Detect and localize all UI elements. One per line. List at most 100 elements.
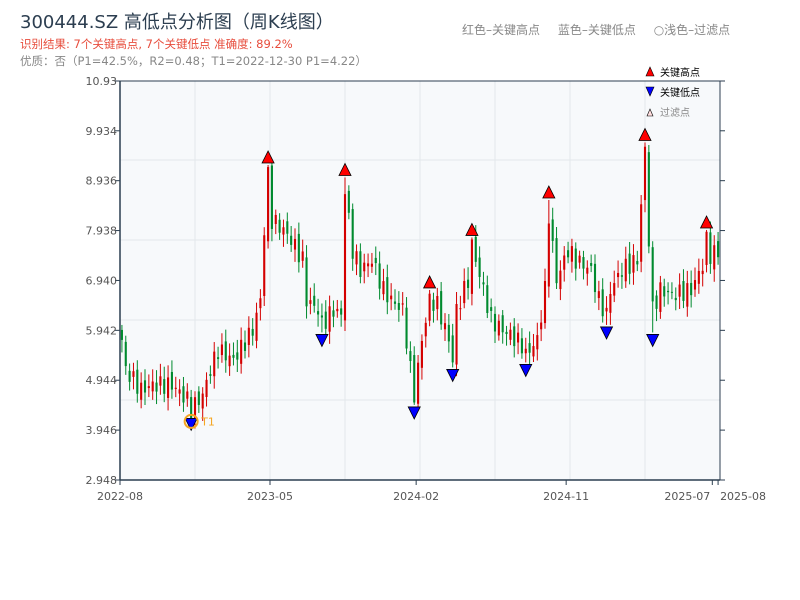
legend-filtered-icon (646, 108, 654, 117)
candle-body (286, 221, 289, 234)
candle-body (355, 251, 358, 265)
key-low-marker (446, 369, 460, 383)
candle-body (436, 295, 439, 310)
t1-label: T1 (200, 415, 215, 428)
candle-body (632, 255, 635, 273)
candle-body (555, 238, 558, 284)
candle-body (186, 391, 189, 399)
candle-body (132, 371, 135, 377)
candle-body (120, 329, 123, 340)
candle-body (255, 312, 258, 341)
candle-body (320, 315, 323, 318)
candle-body (240, 339, 243, 364)
key-low-marker (184, 418, 198, 432)
key-low-marker (407, 406, 421, 420)
candle-body (151, 381, 154, 392)
candle-body (417, 362, 420, 404)
candle-body (609, 293, 612, 313)
candle-body (293, 238, 297, 250)
candle-body (182, 386, 185, 403)
candle-body (413, 355, 416, 403)
candle-body (328, 306, 331, 332)
candle-body (205, 379, 208, 398)
candle-body (209, 374, 212, 376)
candle-body (651, 247, 654, 302)
candle-body (567, 250, 570, 258)
candle-body (393, 301, 397, 304)
candle-body (624, 258, 627, 282)
candle-body (551, 219, 554, 241)
key-high-marker (261, 150, 275, 164)
candle-body (343, 194, 347, 321)
candle-body (351, 209, 354, 259)
candle-body (213, 351, 216, 377)
candle-body (447, 324, 450, 342)
legend-low-label: 关键低点 (660, 86, 700, 99)
candle-body (232, 354, 235, 358)
key-low-marker (646, 334, 660, 348)
candle-body (693, 280, 697, 290)
candle-body (463, 280, 466, 304)
candle-body (574, 248, 577, 269)
candle-body (674, 297, 677, 301)
key-high-marker (422, 275, 437, 289)
candle-body (313, 295, 316, 306)
candle-body (193, 397, 197, 420)
candle-body (367, 263, 370, 267)
candle-body (570, 246, 573, 262)
legend-blue-text: 蓝色–关键低点 (557, 23, 636, 37)
y-tick-label: 10.93 (86, 75, 118, 88)
legend-high-label: 关键高点 (660, 66, 700, 79)
candle-body (440, 291, 443, 325)
candle-body (143, 380, 147, 393)
candle-body (270, 165, 273, 229)
candle-body (617, 272, 620, 278)
candle-body (647, 152, 650, 247)
candle-body (682, 281, 685, 301)
candle-body (336, 308, 339, 312)
candle-body (190, 397, 193, 419)
candle-body (690, 282, 693, 296)
candle-body (443, 323, 447, 330)
candle-body (686, 283, 689, 307)
t1-marker-circle (183, 413, 199, 429)
key-high-marker (465, 222, 479, 236)
candle-body (659, 282, 662, 312)
candle-body (420, 340, 423, 368)
key-low-marker (315, 334, 329, 348)
legend-high-icon (645, 66, 655, 77)
candle-body (278, 219, 281, 233)
candle-body (482, 282, 485, 285)
candle-body (470, 239, 473, 294)
candle-body (705, 231, 708, 265)
candle-body (563, 255, 566, 270)
candle-body (717, 241, 720, 258)
candle-body (597, 291, 600, 299)
candle-body (359, 251, 362, 277)
candle-body (636, 261, 639, 265)
candle-body (317, 311, 320, 315)
candle-body (643, 146, 647, 201)
candle-body (509, 329, 512, 340)
y-tick-label: 3.946 (86, 424, 118, 437)
x-tick-label: 2025-08 (720, 490, 766, 503)
quality-summary: 优质：否（P1=42.5%，R2=0.48；T1=2022-12-30 P1=4… (20, 54, 367, 68)
result-summary: 识别结果: 7个关键高点, 7个关键低点 准确度: 89.2% (20, 37, 293, 51)
candle-body (251, 328, 254, 336)
candle-body (397, 303, 400, 310)
candle-body (170, 371, 173, 390)
candle-body (536, 335, 539, 350)
candle-body (332, 310, 335, 317)
y-tick-label: 6.940 (86, 274, 118, 287)
key-low-marker (599, 326, 614, 340)
candle-body (582, 257, 585, 269)
x-tick-label: 2023-05 (247, 490, 293, 503)
candle-body (147, 386, 150, 389)
candle-body (655, 295, 658, 309)
candle-body (478, 257, 481, 277)
candle-body (220, 344, 223, 356)
y-tick-label: 2.948 (86, 474, 118, 487)
candle-body (605, 307, 608, 312)
key-high-marker (699, 215, 714, 229)
candle-body (301, 251, 304, 261)
